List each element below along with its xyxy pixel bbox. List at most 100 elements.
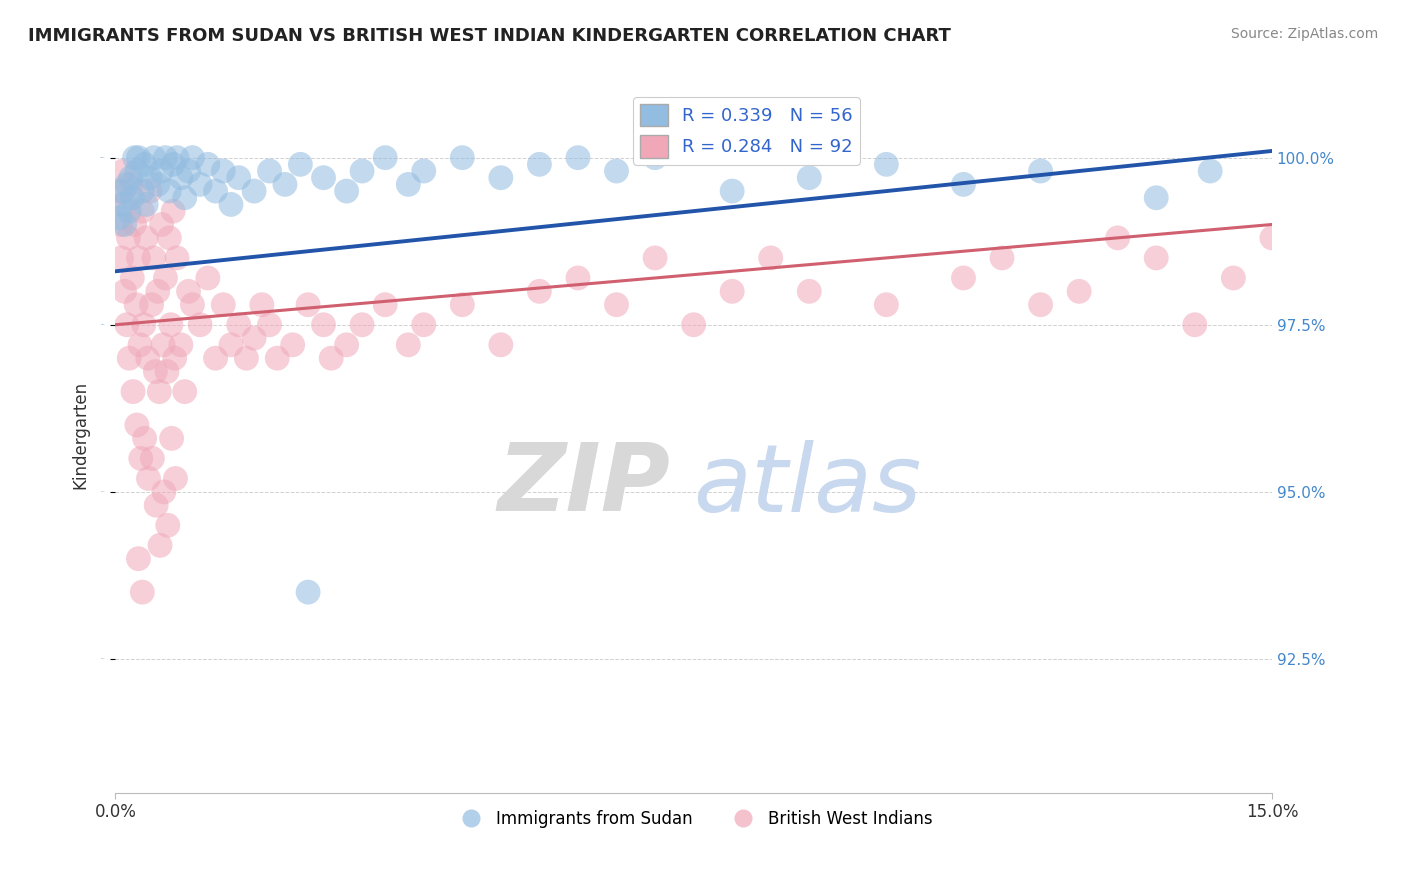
Point <box>352 318 374 332</box>
Point <box>108 184 131 198</box>
Point <box>170 170 193 185</box>
Point <box>166 151 188 165</box>
Point <box>149 538 172 552</box>
Point <box>121 191 143 205</box>
Point <box>145 365 167 379</box>
Point <box>243 184 266 198</box>
Point <box>605 298 627 312</box>
Point <box>146 178 169 192</box>
Point <box>173 384 195 399</box>
Point <box>162 157 184 171</box>
Point <box>1199 164 1222 178</box>
Point <box>120 178 142 192</box>
Point <box>281 338 304 352</box>
Point <box>156 365 179 379</box>
Point <box>127 251 149 265</box>
Point <box>160 431 183 445</box>
Point <box>1222 271 1244 285</box>
Point <box>125 164 148 178</box>
Point <box>127 551 149 566</box>
Point <box>145 498 167 512</box>
Point <box>219 338 242 352</box>
Point <box>321 351 343 366</box>
Point <box>1029 298 1052 312</box>
Point <box>114 285 136 299</box>
Point <box>188 318 211 332</box>
Point <box>567 151 589 165</box>
Point <box>1144 191 1167 205</box>
Point <box>336 338 359 352</box>
Point <box>219 197 242 211</box>
Point <box>118 351 141 366</box>
Y-axis label: Kindergarten: Kindergarten <box>72 381 89 489</box>
Point <box>1144 251 1167 265</box>
Point <box>243 331 266 345</box>
Point <box>165 471 187 485</box>
Point <box>135 197 157 211</box>
Point <box>115 318 138 332</box>
Point <box>114 197 136 211</box>
Point <box>122 384 145 399</box>
Point <box>188 178 211 192</box>
Point <box>644 151 666 165</box>
Point <box>250 298 273 312</box>
Point <box>228 318 250 332</box>
Point <box>489 170 512 185</box>
Point <box>114 218 136 232</box>
Point <box>121 271 143 285</box>
Point <box>1261 231 1284 245</box>
Point <box>110 251 132 265</box>
Point <box>181 151 204 165</box>
Point <box>529 157 551 171</box>
Point <box>139 184 162 198</box>
Point <box>141 298 163 312</box>
Point <box>129 451 152 466</box>
Point <box>352 164 374 178</box>
Point <box>142 151 165 165</box>
Point <box>644 251 666 265</box>
Point <box>396 178 419 192</box>
Point <box>799 285 821 299</box>
Point <box>451 298 474 312</box>
Point <box>197 157 219 171</box>
Point <box>146 285 169 299</box>
Point <box>163 351 186 366</box>
Point <box>336 184 359 198</box>
Point <box>139 170 162 185</box>
Point <box>112 184 135 198</box>
Point <box>991 251 1014 265</box>
Point <box>155 151 177 165</box>
Point <box>952 178 974 192</box>
Point <box>721 184 744 198</box>
Point <box>131 204 153 219</box>
Point <box>157 184 180 198</box>
Point <box>131 184 153 198</box>
Point <box>312 170 335 185</box>
Point <box>204 351 226 366</box>
Point <box>212 164 235 178</box>
Point <box>152 338 174 352</box>
Point <box>166 251 188 265</box>
Point <box>124 218 146 232</box>
Point <box>721 285 744 299</box>
Point <box>952 271 974 285</box>
Point <box>134 431 156 445</box>
Point <box>148 384 170 399</box>
Point <box>682 318 704 332</box>
Point <box>212 298 235 312</box>
Point <box>290 157 312 171</box>
Point <box>177 164 200 178</box>
Point <box>1069 285 1091 299</box>
Point <box>759 251 782 265</box>
Text: IMMIGRANTS FROM SUDAN VS BRITISH WEST INDIAN KINDERGARTEN CORRELATION CHART: IMMIGRANTS FROM SUDAN VS BRITISH WEST IN… <box>28 27 950 45</box>
Point <box>170 338 193 352</box>
Point <box>110 218 132 232</box>
Point <box>136 351 159 366</box>
Point <box>160 318 183 332</box>
Point <box>155 271 177 285</box>
Point <box>297 298 319 312</box>
Point <box>127 151 149 165</box>
Point <box>150 218 173 232</box>
Point <box>412 164 434 178</box>
Point <box>374 298 396 312</box>
